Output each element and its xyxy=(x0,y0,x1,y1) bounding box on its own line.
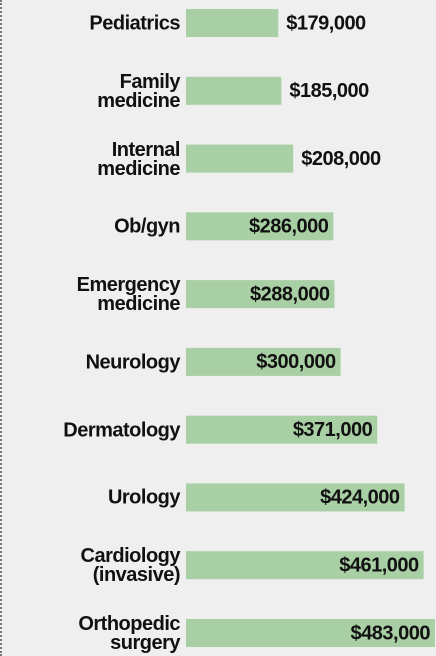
bar xyxy=(186,212,334,241)
value-label: $483,000 xyxy=(351,622,431,644)
bar xyxy=(186,280,335,309)
value-label: $286,000 xyxy=(249,216,329,238)
category-label: Ob/gyn xyxy=(114,215,180,238)
value-label: $424,000 xyxy=(320,487,400,509)
value-label: $185,000 xyxy=(289,80,369,102)
category-label: Orthopedic surgery xyxy=(78,613,180,654)
bar xyxy=(186,9,279,37)
category-label: Internal medicine xyxy=(97,138,180,180)
category-label: Family medicine xyxy=(97,70,180,112)
category-label: Pediatrics xyxy=(89,12,180,35)
bar xyxy=(186,483,405,512)
category-label: Neurology xyxy=(85,351,181,374)
bar xyxy=(186,551,424,580)
category-label: Emergency medicine xyxy=(76,274,181,316)
bar xyxy=(186,619,435,647)
value-label: $461,000 xyxy=(339,555,419,577)
bar xyxy=(186,347,341,376)
value-label: $300,000 xyxy=(256,351,336,373)
bar xyxy=(186,76,282,105)
bar xyxy=(186,415,378,444)
value-label: $208,000 xyxy=(301,148,381,170)
bar xyxy=(186,144,294,173)
value-label: $371,000 xyxy=(293,419,373,441)
category-label: Dermatology xyxy=(63,419,180,442)
category-label: Cardiology (invasive) xyxy=(80,545,181,587)
category-label: Urology xyxy=(107,486,181,509)
value-label: $179,000 xyxy=(286,12,366,34)
value-label: $288,000 xyxy=(250,283,330,305)
